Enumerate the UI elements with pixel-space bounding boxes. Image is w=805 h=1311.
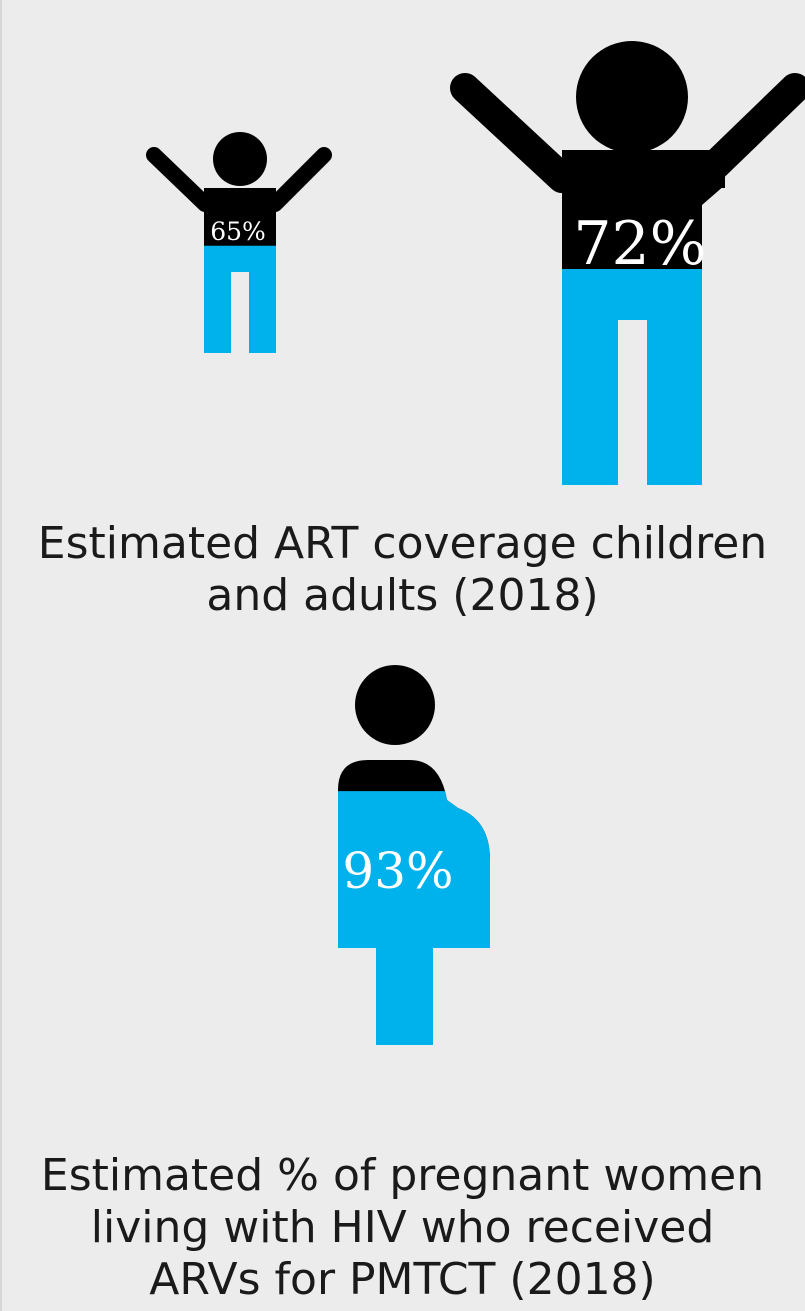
pregnant-fill-bar bbox=[338, 791, 490, 1045]
adult-percent-label: 72% bbox=[573, 209, 706, 279]
art-coverage-caption: Estimated ART coverage children and adul… bbox=[0, 518, 805, 622]
adult-fill-bar bbox=[562, 269, 702, 485]
art-caption-line-2: and adults (2018) bbox=[206, 570, 599, 621]
pmtct-caption-line-3: ARVs for PMTCT (2018) bbox=[149, 1254, 656, 1305]
art-caption-line-1: Estimated ART coverage children bbox=[37, 518, 768, 569]
pregnant-woman-icon: 93% bbox=[338, 665, 490, 1045]
pmtct-caption-line-1: Estimated % of pregnant women bbox=[40, 1150, 765, 1201]
pmtct-caption: Estimated % of pregnant women living wit… bbox=[0, 1150, 805, 1306]
pmtct-caption-line-2: living with HIV who received bbox=[90, 1202, 715, 1253]
child-percent-label: 65% bbox=[210, 217, 266, 246]
child-fill-bar bbox=[204, 245, 276, 353]
child-figure-icon: 65% bbox=[146, 132, 332, 353]
adult-figure-icon: 72% bbox=[450, 41, 805, 485]
page-edge-rule bbox=[0, 0, 2, 1311]
pregnant-percent-label: 93% bbox=[342, 842, 453, 900]
